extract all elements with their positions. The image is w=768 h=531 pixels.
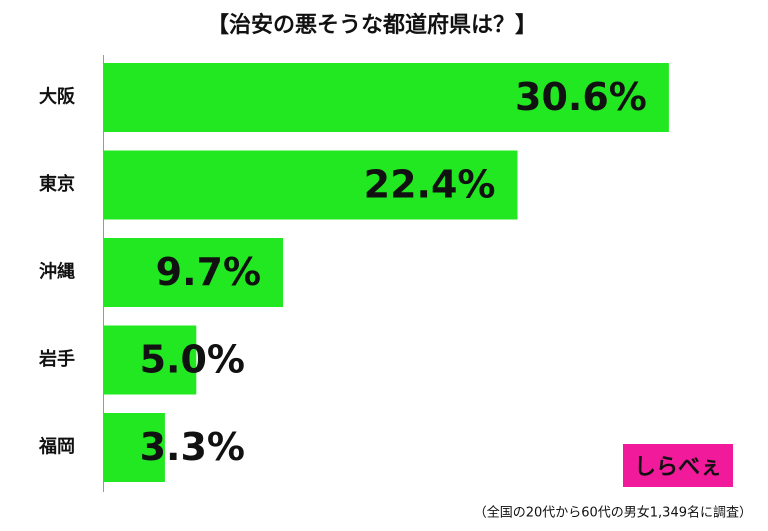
bar [104,150,518,220]
value-label: 5.0% [140,338,245,382]
y-tick-label: 岩手 [38,348,75,370]
footnote: （全国の20代から60代の男女1,349名に調査） [474,505,752,521]
logo-box [623,444,733,487]
bar [104,63,669,132]
chart-title: 【治安の悪そうな都道府県は？】 [207,12,537,38]
value-label: 9.7% [156,250,261,294]
bar [104,238,284,307]
y-tick-label: 大阪 [39,86,76,108]
bar [104,413,165,482]
y-tick-label: 東京 [39,173,75,195]
y-tick-label: 福岡 [38,436,75,458]
value-label: 30.6% [515,75,647,119]
value-label: 3.3% [140,425,245,469]
bar [104,325,197,395]
value-label: 22.4% [364,163,496,207]
y-tick-label: 沖縄 [39,261,75,283]
logo-text: しらべぇ [634,455,722,480]
